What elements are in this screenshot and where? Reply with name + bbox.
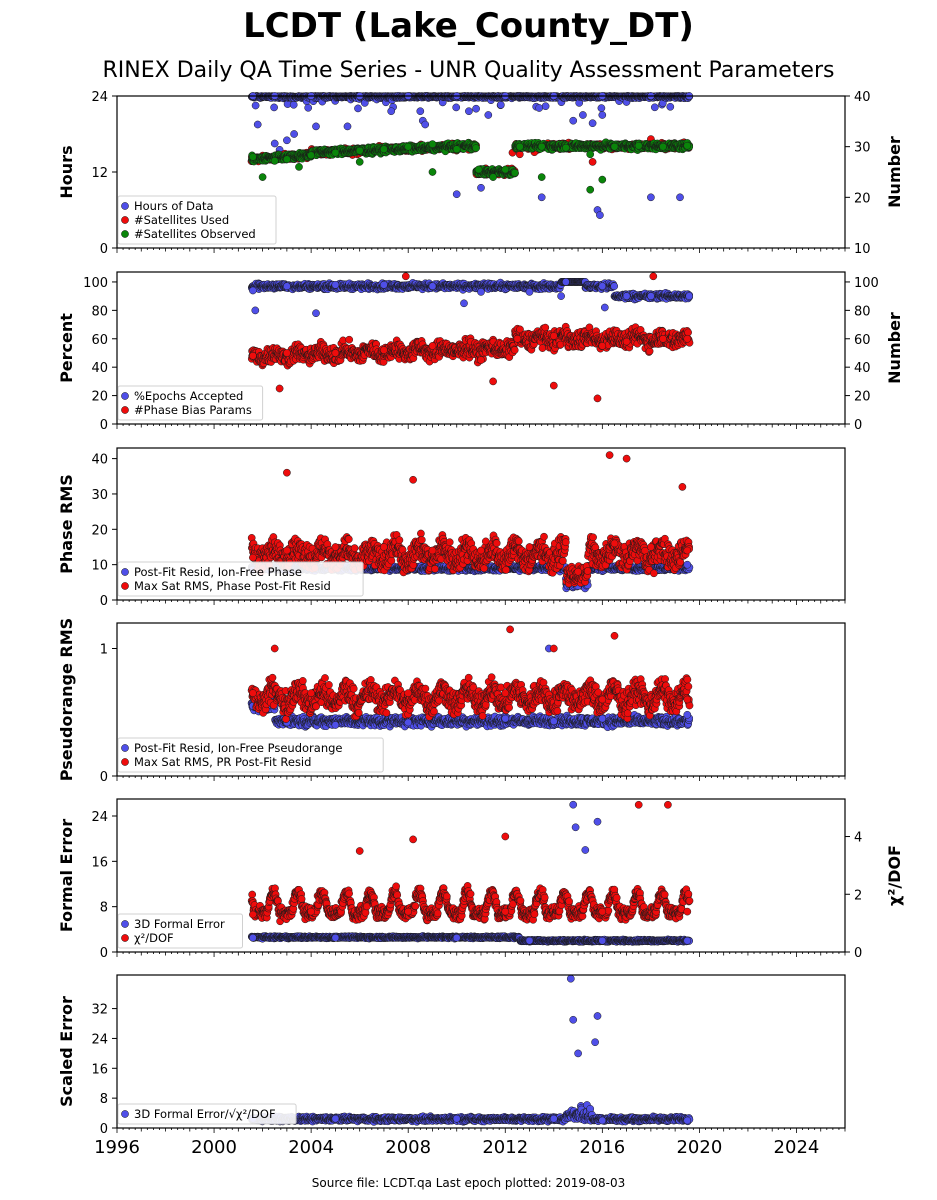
y-tick-label: 12	[91, 166, 108, 181]
data-point	[251, 101, 260, 110]
data-point	[537, 173, 546, 181]
data-point	[588, 119, 597, 128]
data-point	[650, 103, 659, 112]
legend-hours: Hours of Data#Satellites Used#Satellites…	[117, 195, 277, 245]
data-point	[586, 185, 595, 194]
data-point	[421, 120, 430, 129]
legend-label: #Satellites Used	[134, 213, 229, 227]
data-point	[666, 102, 675, 111]
data-point	[610, 282, 619, 291]
data-point	[355, 146, 364, 155]
legend-label: #Satellites Observed	[134, 227, 256, 241]
data-point	[307, 151, 315, 160]
data-point	[610, 142, 619, 151]
data-point	[579, 111, 587, 119]
legend-marker	[121, 202, 129, 210]
data-point	[598, 111, 607, 119]
y2-tick-label: 20	[854, 191, 871, 206]
data-point	[452, 145, 461, 154]
data-point	[270, 157, 279, 165]
data-point	[541, 102, 550, 111]
data-point	[496, 101, 505, 109]
data-point	[537, 193, 546, 202]
data-point	[343, 122, 352, 131]
page-subtitle: RINEX Daily QA Time Series - UNR Quality…	[102, 58, 835, 83]
data-point	[283, 136, 291, 145]
data-point	[659, 142, 667, 151]
data-point	[562, 143, 570, 152]
data-point	[501, 165, 510, 174]
data-point	[634, 141, 643, 150]
data-point	[290, 130, 298, 138]
data-point	[452, 103, 461, 112]
data-point	[537, 142, 546, 151]
panel-percent: 020406080100Percent020406080100Number%Ep…	[57, 271, 904, 433]
page-title: LCDT (Lake_County_DT)	[243, 6, 694, 46]
data-point	[683, 141, 692, 150]
data-point	[474, 165, 483, 174]
data-point	[535, 104, 544, 112]
data-point	[380, 145, 388, 154]
data-point	[270, 103, 278, 112]
data-point	[586, 150, 595, 159]
data-point	[304, 103, 313, 112]
data-point	[312, 122, 320, 131]
data-point	[465, 107, 473, 116]
data-point	[588, 158, 597, 166]
series-hours-2	[248, 138, 694, 194]
data-point	[489, 173, 497, 181]
data-point	[283, 155, 291, 164]
data-point	[511, 168, 519, 177]
data-point	[569, 116, 578, 125]
data-point	[416, 107, 425, 116]
data-point	[484, 111, 493, 119]
data-point	[472, 144, 480, 152]
data-point	[331, 148, 340, 157]
legend-marker	[121, 230, 129, 238]
data-point	[598, 175, 607, 184]
data-point	[472, 104, 480, 113]
data-point	[355, 158, 364, 166]
legend-marker	[121, 216, 129, 224]
data-point	[387, 107, 396, 116]
y2-tick-label: 40	[854, 90, 871, 105]
data-point	[452, 190, 461, 199]
data-point	[515, 142, 524, 151]
legend-label: Hours of Data	[134, 199, 214, 213]
y-tick-label: 0	[100, 242, 108, 257]
data-point	[428, 140, 437, 148]
data-point	[428, 168, 437, 176]
data-point	[295, 163, 303, 171]
data-point	[289, 100, 298, 109]
data-point	[249, 152, 257, 161]
data-point	[404, 142, 413, 151]
data-point	[477, 183, 485, 192]
data-point	[270, 139, 279, 148]
data-point	[676, 193, 684, 202]
data-point	[253, 120, 262, 129]
data-point	[258, 173, 267, 181]
y-tick-label: 24	[91, 90, 108, 105]
y-axis-label: Hours	[57, 145, 76, 198]
y2-tick-label: 10	[854, 242, 871, 257]
data-point	[354, 104, 362, 113]
data-point	[647, 193, 655, 202]
data-point	[596, 211, 604, 219]
y2-axis-label: Number	[885, 136, 904, 208]
series-percent-0	[248, 278, 694, 318]
data-point	[597, 104, 606, 112]
y2-tick-label: 30	[854, 141, 871, 156]
